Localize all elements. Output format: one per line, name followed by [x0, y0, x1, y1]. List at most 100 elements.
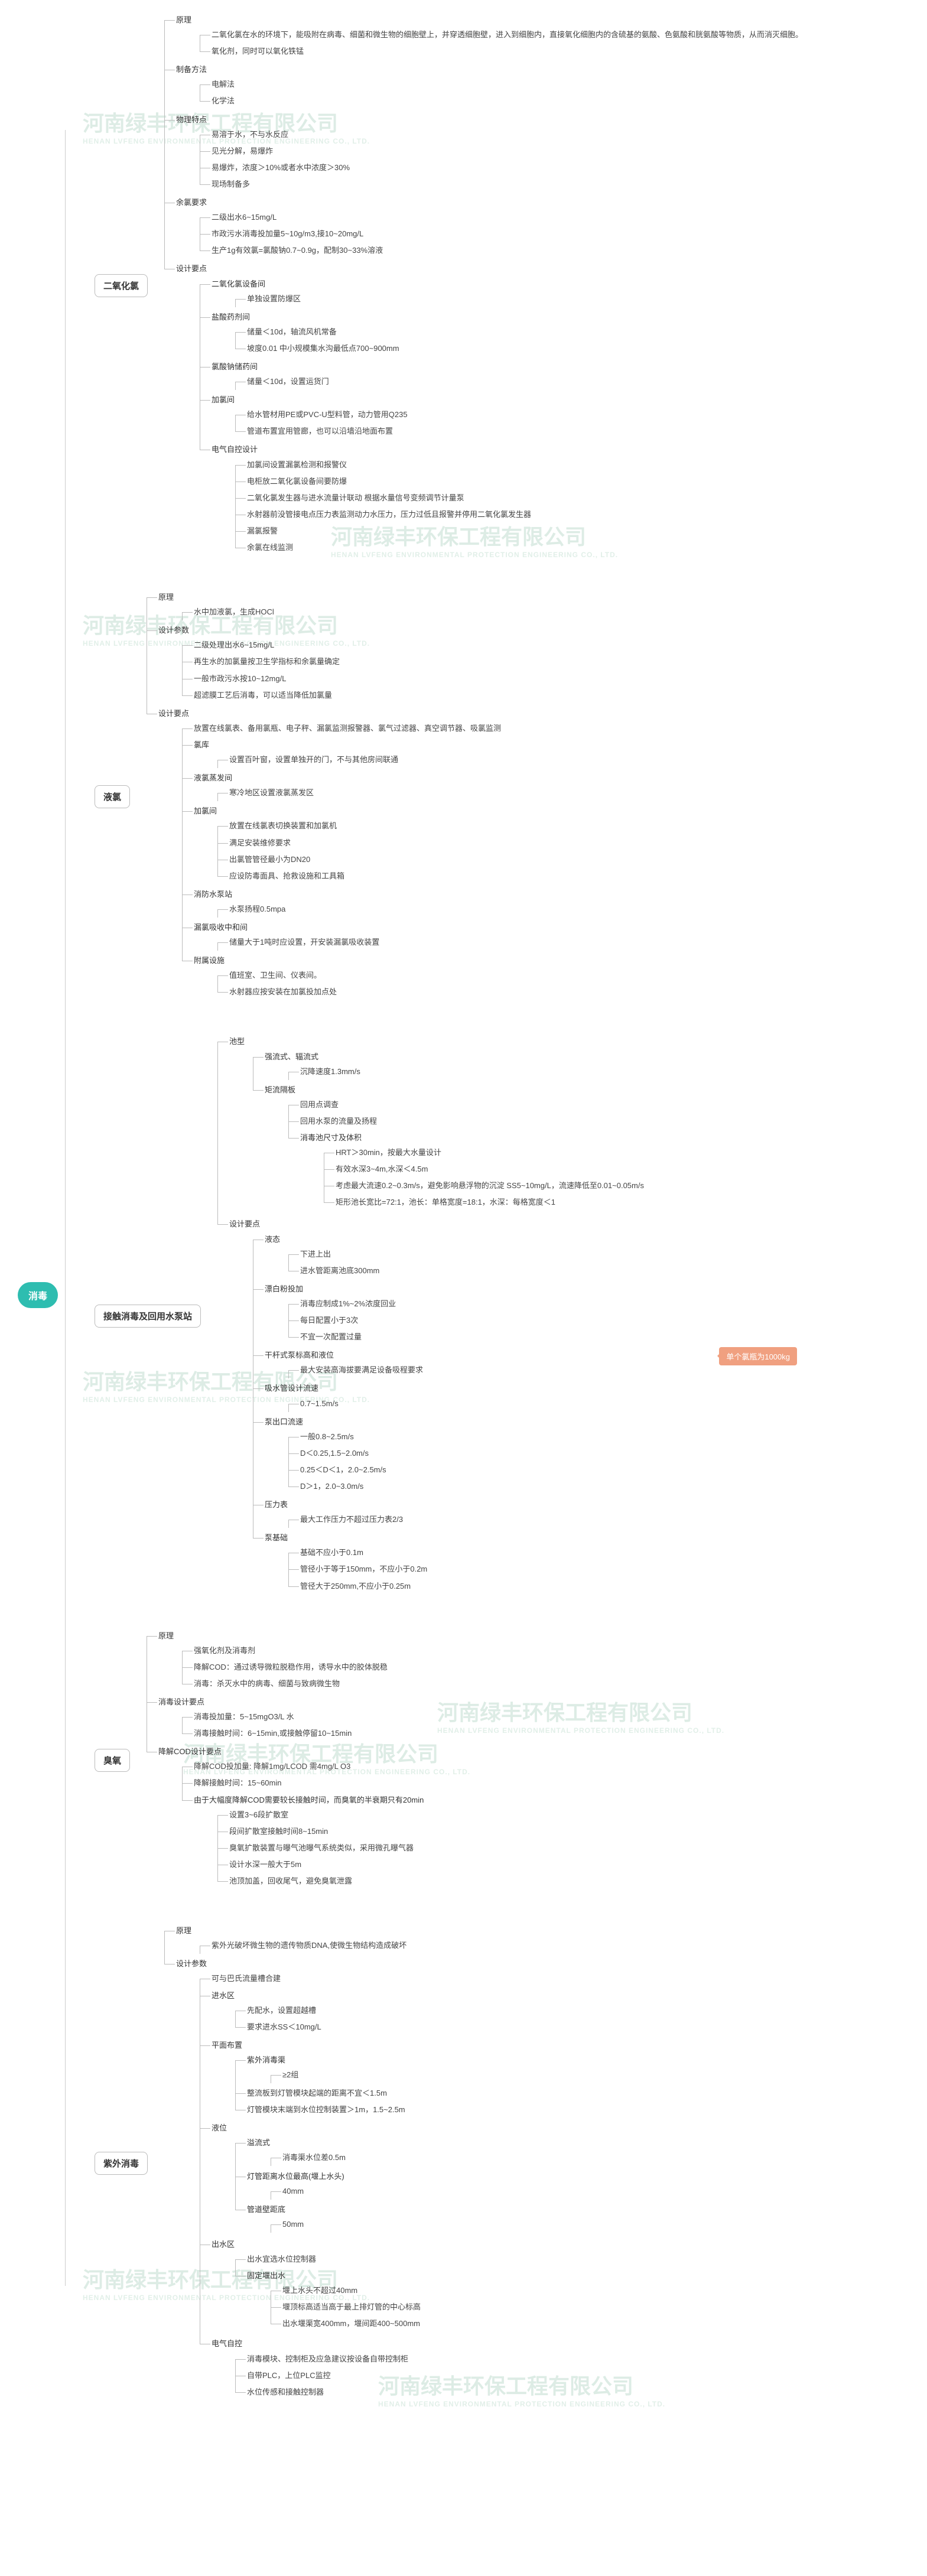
leaf-text: 满足安装维修要求: [229, 838, 291, 847]
tree-node: 液态下进上出进水管距离池底300mm: [253, 1231, 927, 1281]
tree-node: 水射器前没管接电点压力表监测动力水压力，压力过低且报警并停用二氧化氯发生器: [235, 506, 927, 523]
leaf-text: 要求进水SS＜10mg/L: [247, 2022, 321, 2031]
leaf-text: 放置在线氯表、备用氯瓶、电子秤、漏氯监测报警器、氯气过滤器、真空调节器、吸氯监测: [194, 724, 501, 733]
tree-node: 电柜放二氧化氯设备间要防爆: [235, 473, 927, 490]
leaf-text: 易溶于水，不与水反应: [212, 130, 288, 139]
branch-label: 设计参数: [158, 626, 189, 635]
tree-node: 坡度0.01 中小规模集水沟最低点700~900mm: [235, 340, 927, 357]
leaf-text: 降解COD：通过诱导微粒脱稳作用，诱导水中的胶体脱稳: [194, 1663, 388, 1671]
leaf-text: 管径小于等于150mm，不应小于0.2m: [300, 1565, 427, 1573]
tree-node: 由于大幅度降解COD需要较长接触时间，而臭氧的半衰期只有20min设置3~6段扩…: [182, 1792, 927, 1892]
tree-node: 管径小于等于150mm，不应小于0.2m: [288, 1561, 927, 1578]
leaf-text: 下进上出: [300, 1250, 331, 1258]
tree-node: 降解接触时间：15~60min: [182, 1775, 927, 1791]
spine-line: [65, 130, 83, 2286]
tree-node: 要求进水SS＜10mg/L: [235, 2019, 927, 2035]
tree-node: 降解COD投加量: 降解1mg/LCOD 需4mg/L O3: [182, 1758, 927, 1775]
leaf-text: 见光分解，易爆炸: [212, 147, 273, 155]
tree-node: 出氯管管径最小为DN20: [217, 851, 927, 868]
leaf-text: 回用点调查: [300, 1100, 339, 1109]
leaf-text: 加氯间设置漏氯检测和报警仪: [247, 460, 347, 469]
branch-label: 设计要点: [176, 264, 207, 273]
section-title: 臭氧: [95, 1749, 130, 1772]
root-node: 消毒: [18, 1282, 58, 1308]
tree-node: 漏氯报警: [235, 523, 927, 539]
leaf-text: 整流板到灯管模块起端的距离不宜＜1.5m: [247, 2089, 387, 2097]
branch-label: 附属设施: [194, 956, 225, 965]
leaf-text: 自带PLC，上位PLC监控: [247, 2371, 331, 2380]
tree-node: 压力表最大工作压力不超过压力表2/3: [253, 1497, 927, 1530]
branch-label: 平面布置: [212, 2041, 242, 2050]
tree-node: 回用水泵的流量及扬程: [288, 1113, 927, 1130]
branch-label: 固定堰出水: [247, 2271, 285, 2280]
leaf-text: 储量＜10d，轴流风机常备: [247, 327, 337, 336]
tree-node: 不宜一次配置过量: [288, 1329, 927, 1345]
tree-node: 满足安装维修要求: [217, 835, 927, 851]
tree-node: 储量＜10d，轴流风机常备: [235, 324, 927, 340]
branch-label: 池型: [229, 1037, 245, 1046]
tree-node: 考虑最大流速0.2~0.3m/s，避免影响悬浮物的沉淀 SS5~10mg/L，流…: [324, 1178, 927, 1194]
tree-node: 泵基础基础不应小于0.1m管径小于等于150mm，不应小于0.2m管径大于250…: [253, 1530, 927, 1596]
tree-node: 加氯间放置在线氯表切换装置和加氯机满足安装维修要求出氯管管径最小为DN20应设防…: [182, 803, 927, 886]
leaf-text: 消毒：杀灭水中的病毒、细菌与致病微生物: [194, 1679, 340, 1688]
section: 臭氧原理强氧化剂及消毒剂降解COD：通过诱导微粒脱稳作用，诱导水中的胶体脱稳消毒…: [83, 1628, 927, 1894]
tree-node: 应设防毒面具、抢救设施和工具箱: [217, 868, 927, 884]
leaf-text: 现场制备多: [212, 180, 250, 188]
tree-node: 一般0.8~2.5m/s: [288, 1429, 927, 1445]
tree-node: 固定堰出水堰上水头不超过40mm 堰顶标高适当高于最上排灯管的中心标高出水堰渠宽4…: [235, 2268, 927, 2334]
leaf-text: 考虑最大流速0.2~0.3m/s，避免影响悬浮物的沉淀 SS5~10mg/L，流…: [336, 1181, 644, 1190]
leaf-text: 0.7~1.5m/s: [300, 1399, 339, 1408]
leaf-text: 水射器应按安装在加氯投加点处: [229, 987, 337, 996]
section-title: 液氯: [95, 785, 130, 808]
leaf-text: 氧化剂，同时可以氧化铁锰: [212, 47, 304, 56]
leaf-text: ≥2组: [282, 2070, 298, 2079]
leaf-text: D＞1，2.0~3.0m/s: [300, 1482, 363, 1491]
leaf-text: 可与巴氏流量槽合建: [212, 1974, 281, 1983]
tree-node: 40mm: [271, 2183, 927, 2200]
branch-label: 泵出口流速: [265, 1417, 303, 1426]
branch-label: 制备方法: [176, 65, 207, 74]
tree-node: 出水堰渠宽400mm，堰间距400~500mm: [271, 2315, 927, 2332]
leaf-text: 漏氯报警: [247, 526, 278, 535]
tree-node: 干杆式泵标高和液位最大安装高海拔要满足设备吸程要求: [253, 1347, 927, 1380]
tree-node: 设计要点二氧化氯设备间单独设置防爆区盐酸药剂间储量＜10d，轴流风机常备坡度0.…: [164, 261, 927, 560]
leaf-text: 堰顶标高适当高于最上排灯管的中心标高: [282, 2302, 421, 2311]
tree-node: 最大安装高海拔要满足设备吸程要求: [288, 1362, 927, 1378]
tree-node: 矩流隔板回用点调查回用水泵的流量及扬程消毒池尺寸及体积HRT＞30min，按最大…: [253, 1082, 927, 1215]
leaf-text: 管径大于250mm,不应小于0.25m: [300, 1582, 411, 1591]
tree-node: 0.25＜D＜1，2.0~2.5m/s: [288, 1462, 927, 1478]
tree-node: 矩形池长宽比=72:1，池长：单格宽度=18:1，水深：每格宽度＜1: [324, 1194, 927, 1211]
tree-node: 灯管模块末端到水位控制装置＞1m，1.5~2.5m: [235, 2102, 927, 2118]
branch-label: 漏氯吸收中和间: [194, 923, 248, 932]
leaf-text: 放置在线氯表切换装置和加氯机: [229, 821, 337, 830]
tree-node: 设计要点液态下进上出进水管距离池底300mm漂白粉投加消毒应制成1%~2%浓度回…: [217, 1216, 927, 1598]
tree-node: 放置在线氯表切换装置和加氯机: [217, 818, 927, 834]
tree-node: 漂白粉投加消毒应制成1%~2%浓度回业每日配置小于3次不宜一次配置过量: [253, 1281, 927, 1347]
tree-node: 消毒接触时间：6~15min,或接触停留10~15min: [182, 1725, 927, 1742]
branch-label: 加氯间: [212, 395, 235, 404]
tree-node: 生产1g有效氯=氯酸钠0.7~0.9g，配制30~33%溶液: [200, 242, 927, 259]
tree-node: 消毒模块、控制柜及应急建议按设备自带控制柜: [235, 2351, 927, 2367]
tree-node: 0.7~1.5m/s: [288, 1396, 927, 1412]
tree-node: 放置在线氯表、备用氯瓶、电子秤、漏氯监测报警器、氯气过滤器、真空调节器、吸氯监测: [182, 720, 927, 737]
tree-node: 进水管距离池底300mm: [288, 1263, 927, 1279]
branch-label: 电气自控: [212, 2339, 242, 2348]
branch-label: 漂白粉投加: [265, 1284, 303, 1293]
tree-node: 电气自控消毒模块、控制柜及应急建议按设备自带控制柜自带PLC，上位PLC监控水位…: [200, 2336, 927, 2402]
leaf-text: 降解接触时间：15~60min: [194, 1778, 281, 1787]
tree-node: 漏氯吸收中和间储量大于1吨时应设置，开安装漏氯吸收装置: [182, 919, 927, 952]
tree-node: 寒冷地区设置液氯蒸发区: [217, 785, 927, 801]
leaf-text: 堰上水头不超过40mm: [282, 2286, 357, 2295]
tree-node: 平面布置紫外消毒渠≥2组整流板到灯管模块起端的距离不宜＜1.5m灯管模块末端到水…: [200, 2037, 927, 2120]
leaf-text: 沉降速度1.3mm/s: [300, 1067, 360, 1076]
tree-node: 加氯间设置漏氯检测和报警仪: [235, 457, 927, 473]
branch-label: 液位: [212, 2123, 227, 2132]
leaf-text: 易爆炸，浓度＞10%或者水中浓度＞30%: [212, 163, 350, 172]
branch-label: 消防水泵站: [194, 890, 232, 899]
tree-node: 堰顶标高适当高于最上排灯管的中心标高: [271, 2299, 927, 2315]
tree-node: 盐酸药剂间储量＜10d，轴流风机常备坡度0.01 中小规模集水沟最低点700~9…: [200, 309, 927, 359]
branch-label: 盐酸药剂间: [212, 313, 250, 321]
leaf-text: 50mm: [282, 2220, 304, 2229]
tree-node: 储量＜10d，设置运货门: [235, 373, 927, 390]
tree-node: 给水管材用PE或PVC-U型料管，动力管用Q235: [235, 406, 927, 423]
